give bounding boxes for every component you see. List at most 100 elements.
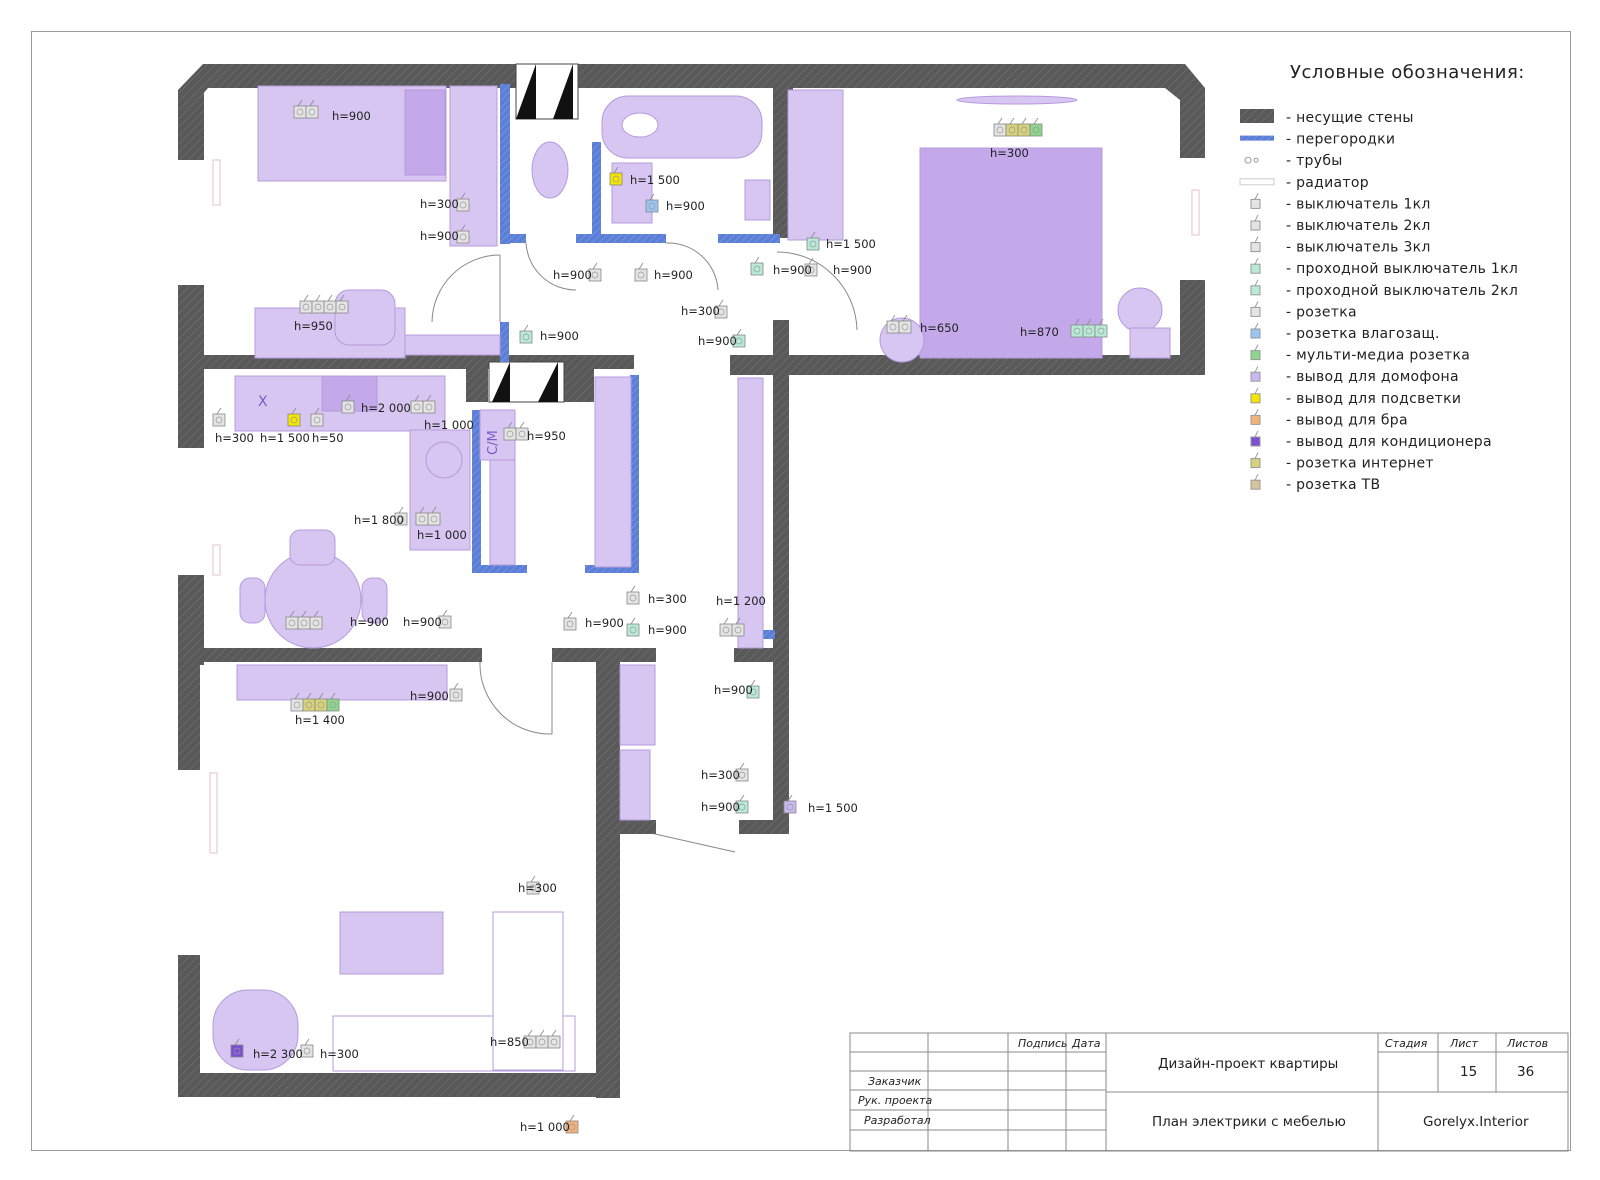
device-symbol: [394, 506, 408, 526]
legend-pipe-icon: [1244, 156, 1252, 164]
legend-item: - розетка ТВ: [1250, 473, 1380, 493]
legend-label: - мульти-медиа розетка: [1286, 348, 1470, 364]
height-label: h=900: [585, 616, 624, 630]
height-label: h=900: [654, 268, 693, 282]
legend-label: - трубы: [1286, 153, 1343, 169]
wall-bottom: [178, 1073, 620, 1097]
dining-chair-3: [361, 577, 388, 624]
nightstand-right: [1117, 287, 1163, 333]
wall-shaft-2: [564, 362, 594, 402]
electrical-devices: [212, 99, 1108, 1134]
height-label: h=300: [320, 1047, 359, 1061]
tb-company: Gorelyx.Interior: [1423, 1114, 1529, 1130]
window-bedroom-left: [212, 159, 221, 206]
legend-label: - выключатель 2кл: [1286, 218, 1431, 234]
wall-corridor-mid: [734, 648, 782, 662]
tb-sheets-total: 36: [1517, 1064, 1534, 1080]
device-symbol: [626, 617, 640, 637]
legend-label: - вывод для подсветки: [1286, 391, 1461, 407]
legend-device-icon: [1250, 436, 1261, 447]
wall-right-living: [596, 658, 620, 1098]
height-label: h=1 000: [520, 1120, 570, 1134]
device-symbol: [565, 1114, 579, 1134]
legend-device-icon: [1250, 263, 1261, 274]
legend-item: - розетка интернет: [1250, 452, 1434, 472]
legend-item: - вывод для подсветки: [1250, 387, 1461, 407]
legend-label: - перегородки: [1286, 132, 1395, 148]
height-label: h=900: [773, 263, 812, 277]
window-kitchen: [212, 544, 221, 576]
height-label: h=300: [215, 431, 254, 445]
wardrobe-hall-2: [594, 376, 632, 568]
height-label: h=2 000: [361, 401, 411, 415]
device-symbol: [634, 262, 648, 282]
legend-radiator-swatch: [1239, 178, 1275, 186]
device-symbol: [804, 257, 818, 277]
height-label: h=300: [681, 304, 720, 318]
height-label: h=950: [294, 319, 333, 333]
partition-8: [472, 565, 527, 573]
height-label: h=1 500: [808, 801, 858, 815]
tb-sheet-no: 15: [1460, 1064, 1477, 1080]
wall-living-top-right: [552, 648, 656, 662]
legend-label: - выключатель 3кл: [1286, 240, 1431, 256]
wall-left-4: [178, 575, 204, 665]
device-symbol: [285, 610, 323, 630]
device-symbol: [645, 193, 659, 213]
door-bedroom-right: [776, 251, 858, 331]
legend-device-icon: [1250, 350, 1261, 361]
tb-signature: Подпись: [1018, 1037, 1067, 1050]
legend-label: - проходной выключатель 1кл: [1286, 261, 1518, 277]
device-symbol: [410, 394, 436, 414]
wall-bedroom-bottom: [730, 355, 1205, 375]
wall-top-right: [578, 64, 1205, 158]
height-label: h=900: [833, 263, 872, 277]
door-living: [479, 661, 553, 735]
legend-item: - розетка влагозащ.: [1250, 322, 1440, 342]
partition-6: [500, 322, 509, 362]
legend-device-icon: [1250, 242, 1261, 253]
windows: [209, 159, 1200, 854]
chair-left: [334, 289, 396, 346]
legend-item: - трубы: [1244, 153, 1343, 169]
device-symbol: [714, 299, 728, 319]
wardrobe-bedroom: [787, 89, 844, 241]
device-symbol: [456, 192, 470, 212]
partition-5: [718, 234, 780, 243]
height-label: h=300: [420, 197, 459, 211]
partition-9: [630, 375, 639, 573]
height-label: h=1 200: [716, 594, 766, 608]
tv-console: [236, 664, 448, 701]
legend-item: - выключатель 3кл: [1250, 236, 1431, 256]
legend-label: - вывод для бра: [1286, 412, 1408, 428]
height-label: h=900: [540, 329, 579, 343]
wall-left-3: [178, 358, 204, 448]
legend-label: - розетка влагозащ.: [1286, 326, 1440, 342]
device-symbol: [523, 1029, 561, 1049]
cabinet-corridor-2: [619, 749, 651, 821]
legend-wall-swatch: [1240, 109, 1274, 123]
drawing-sheet-frame: [31, 31, 1571, 1151]
height-label: h=50: [312, 431, 344, 445]
device-symbol: [503, 421, 529, 441]
doors: [431, 242, 858, 853]
device-symbol: [735, 794, 749, 814]
wall-entrance-left: [596, 820, 656, 834]
height-label: h=900: [410, 689, 449, 703]
bath-drain: [621, 112, 659, 138]
legend-item: - вывод для кондиционера: [1250, 430, 1492, 450]
height-label: h=850: [490, 1035, 529, 1049]
height-label: h=900: [701, 800, 740, 814]
device-symbol: [750, 256, 764, 276]
dining-chair-1: [289, 529, 336, 566]
device-symbol: [735, 762, 749, 782]
sink-kitchen: [425, 441, 463, 479]
tb-developer: Разработал: [864, 1114, 931, 1127]
height-label: h=900: [714, 683, 753, 697]
door-entrance: [654, 833, 736, 853]
legend-label: - проходной выключатель 2кл: [1286, 283, 1518, 299]
height-label: h=300: [990, 146, 1029, 160]
tb-drawing: План электрики с мебелью: [1152, 1114, 1346, 1130]
shelf-left: [404, 334, 501, 356]
device-symbol: [299, 294, 349, 314]
